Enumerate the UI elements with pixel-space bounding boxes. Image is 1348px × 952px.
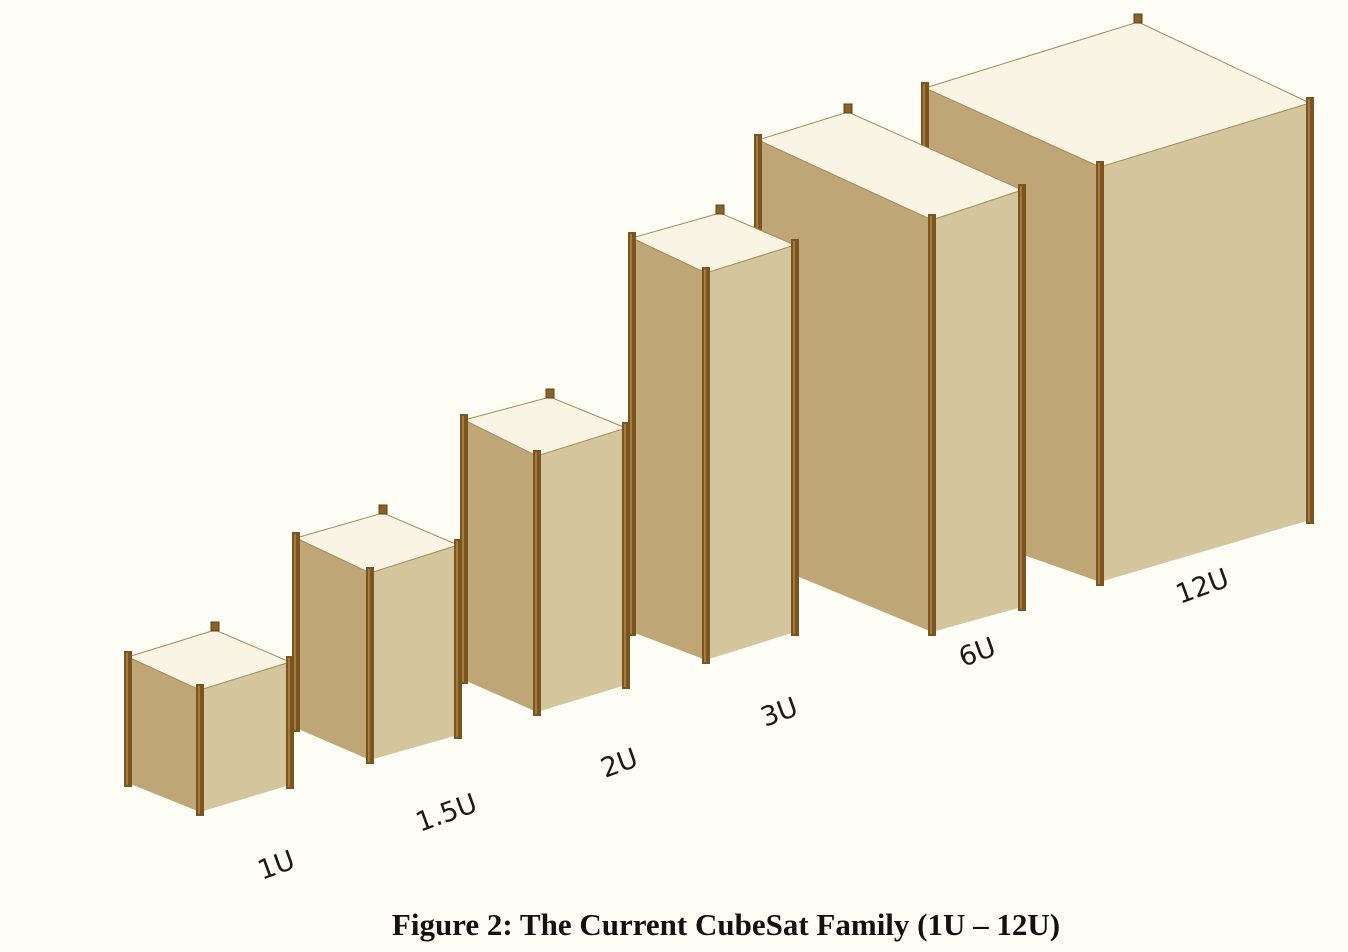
right-face (706, 245, 795, 660)
rail-end (843, 103, 853, 114)
left-face (758, 140, 932, 632)
right-face (370, 545, 458, 760)
rail-end (545, 388, 555, 399)
rail-end (378, 504, 388, 515)
rail-end (210, 621, 220, 632)
figure-caption: Figure 2: The Current CubeSat Family (1U… (392, 907, 1060, 942)
left-face (632, 238, 706, 660)
right-face (537, 428, 626, 712)
right-face (932, 190, 1022, 632)
right-face (200, 662, 290, 812)
right-face (1100, 103, 1310, 582)
rail-end (1133, 13, 1143, 24)
left-face (296, 538, 370, 760)
rail-end (715, 204, 725, 215)
left-face (128, 657, 200, 812)
left-face (464, 420, 537, 712)
cubesat-models (124, 13, 1314, 816)
